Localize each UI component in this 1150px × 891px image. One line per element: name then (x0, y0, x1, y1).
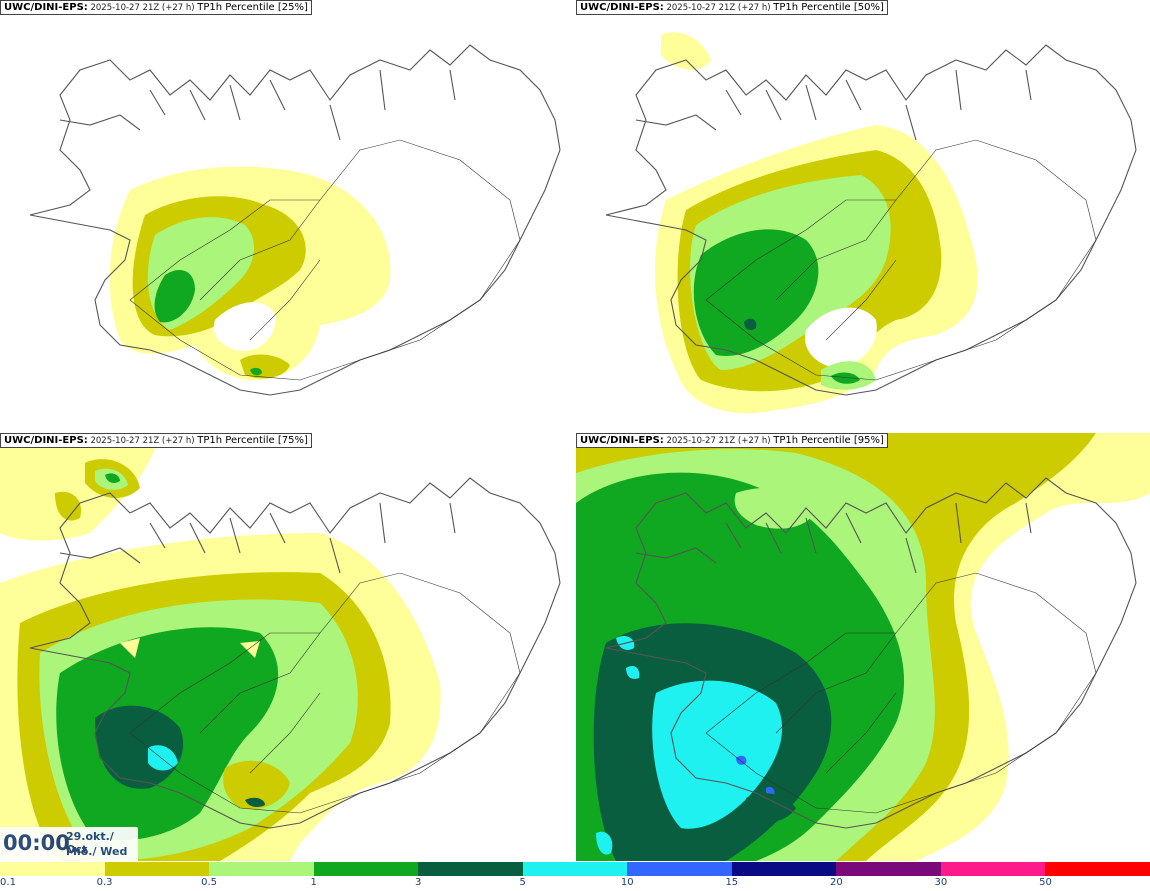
roads (129, 139, 521, 381)
color-legend-bar (0, 862, 1150, 876)
precip-map-p95 (576, 433, 1150, 861)
legend-tick-label: 20 (829, 877, 843, 888)
legend-tick-label: 10 (620, 877, 634, 888)
precip-map-p25 (29, 44, 561, 396)
legend-tick-label: 1 (310, 877, 317, 888)
model-label: UWC/DINI-EPS: (4, 2, 88, 13)
legend-tick-label: 50 (1039, 877, 1052, 888)
product-label: TP1h Percentile [95%] (773, 435, 884, 446)
roads (129, 572, 521, 814)
legend-swatch (836, 862, 941, 876)
coastline (605, 477, 1137, 829)
product-label: TP1h Percentile [50%] (773, 2, 884, 13)
coastline (605, 44, 1137, 396)
coastline (29, 477, 561, 829)
legend-swatch (940, 862, 1046, 876)
legend-tick-label: 0.5 (201, 877, 218, 888)
precip-fields (576, 433, 1150, 861)
legend-swatch (1045, 862, 1150, 876)
product-label: TP1h Percentile [25%] (197, 2, 308, 13)
legend-tick-label: 0.1 (0, 877, 16, 888)
precip-fields (655, 32, 978, 414)
panel-title-p75: UWC/DINI-EPS: 2025-10-27 21Z (+27 h) TP1… (0, 433, 312, 448)
precip-fields (0, 433, 441, 861)
legend-swatch (522, 862, 628, 876)
legend-swatch (104, 862, 210, 876)
map-panel-p75: UWC/DINI-EPS: 2025-10-27 21Z (+27 h) TP1… (0, 433, 574, 861)
valid-time-box: 00:00 29.okt./ Oct Mið./ Wed (0, 827, 138, 862)
valid-time: 00:00 (3, 831, 70, 855)
legend-swatch (209, 862, 314, 876)
panel-title-p50: UWC/DINI-EPS: 2025-10-27 21Z (+27 h) TP1… (576, 0, 888, 15)
model-label: UWC/DINI-EPS: (4, 435, 88, 446)
model-label: UWC/DINI-EPS: (580, 2, 664, 13)
run-label: 2025-10-27 21Z (+27 h) (666, 3, 771, 13)
precip-fields (109, 166, 391, 381)
roads (705, 572, 1097, 814)
map-panel-p50: UWC/DINI-EPS: 2025-10-27 21Z (+27 h) TP1… (576, 0, 1150, 431)
legend-tick-label: 30 (934, 877, 948, 888)
legend-swatch (418, 862, 523, 876)
valid-date: 29.okt./ Oct (66, 830, 114, 856)
valid-weekday: Mið./ Wed (66, 845, 128, 858)
legend-swatch (731, 862, 837, 876)
color-legend-ticks: 0.1 0.3 0.5 1 3 5 10 15 20 30 50 (0, 877, 1150, 891)
legend-swatch (627, 862, 732, 876)
run-label: 2025-10-27 21Z (+27 h) (90, 3, 195, 13)
precip-map-p75 (0, 433, 561, 861)
map-panel-p95: UWC/DINI-EPS: 2025-10-27 21Z (+27 h) TP1… (576, 433, 1150, 861)
legend-tick-label: 3 (414, 877, 422, 888)
model-label: UWC/DINI-EPS: (580, 435, 664, 446)
run-label: 2025-10-27 21Z (+27 h) (90, 436, 195, 446)
map-panel-p25: UWC/DINI-EPS: 2025-10-27 21Z (+27 h) TP1… (0, 0, 574, 431)
legend-tick-label: 5 (519, 877, 526, 888)
product-label: TP1h Percentile [75%] (197, 435, 308, 446)
legend-swatch (0, 862, 105, 876)
run-label: 2025-10-27 21Z (+27 h) (666, 436, 771, 446)
panel-title-p25: UWC/DINI-EPS: 2025-10-27 21Z (+27 h) TP1… (0, 0, 312, 15)
legend-tick-label: 0.3 (96, 877, 113, 888)
panel-title-p95: UWC/DINI-EPS: 2025-10-27 21Z (+27 h) TP1… (576, 433, 888, 448)
legend-swatch (313, 862, 419, 876)
coastline (29, 44, 561, 396)
roads (705, 139, 1097, 381)
precip-map-p50 (605, 32, 1137, 414)
legend-tick-label: 15 (725, 877, 739, 888)
